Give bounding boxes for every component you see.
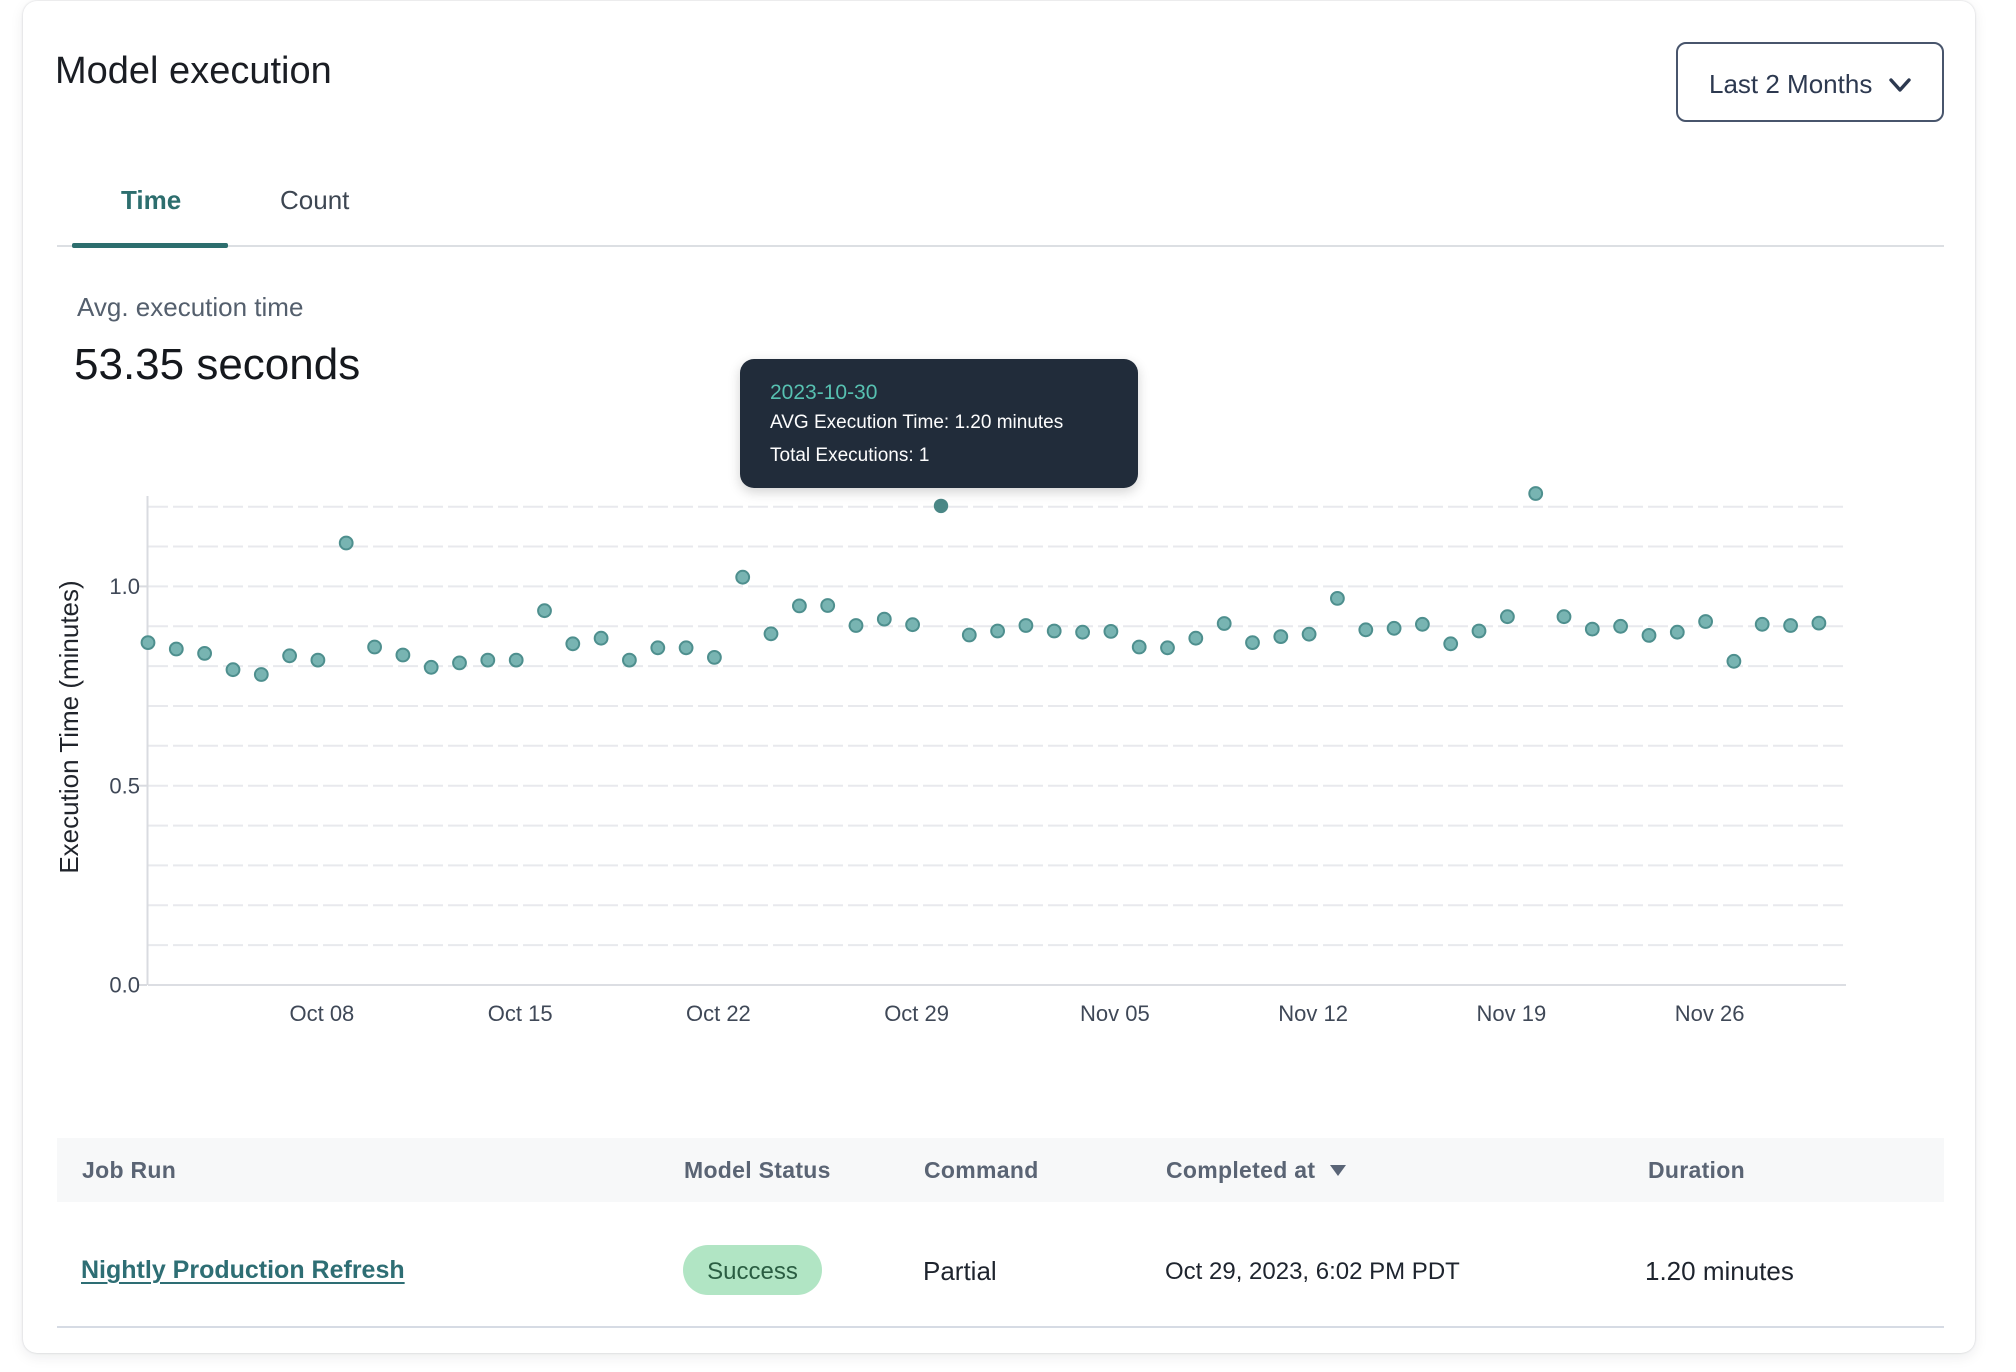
svg-text:1.0: 1.0 xyxy=(109,574,140,599)
svg-text:Nov 05: Nov 05 xyxy=(1080,1001,1150,1026)
svg-text:Nov 26: Nov 26 xyxy=(1675,1001,1745,1026)
svg-text:0.0: 0.0 xyxy=(109,973,140,998)
svg-text:Nov 19: Nov 19 xyxy=(1477,1001,1547,1026)
svg-text:Oct 08: Oct 08 xyxy=(289,1001,354,1026)
svg-text:Oct 29: Oct 29 xyxy=(884,1001,949,1026)
svg-text:Nov 12: Nov 12 xyxy=(1278,1001,1348,1026)
svg-text:Oct 22: Oct 22 xyxy=(686,1001,751,1026)
svg-text:Oct 15: Oct 15 xyxy=(488,1001,553,1026)
svg-text:Execution Time (minutes): Execution Time (minutes) xyxy=(54,580,84,873)
svg-text:0.5: 0.5 xyxy=(109,774,140,799)
